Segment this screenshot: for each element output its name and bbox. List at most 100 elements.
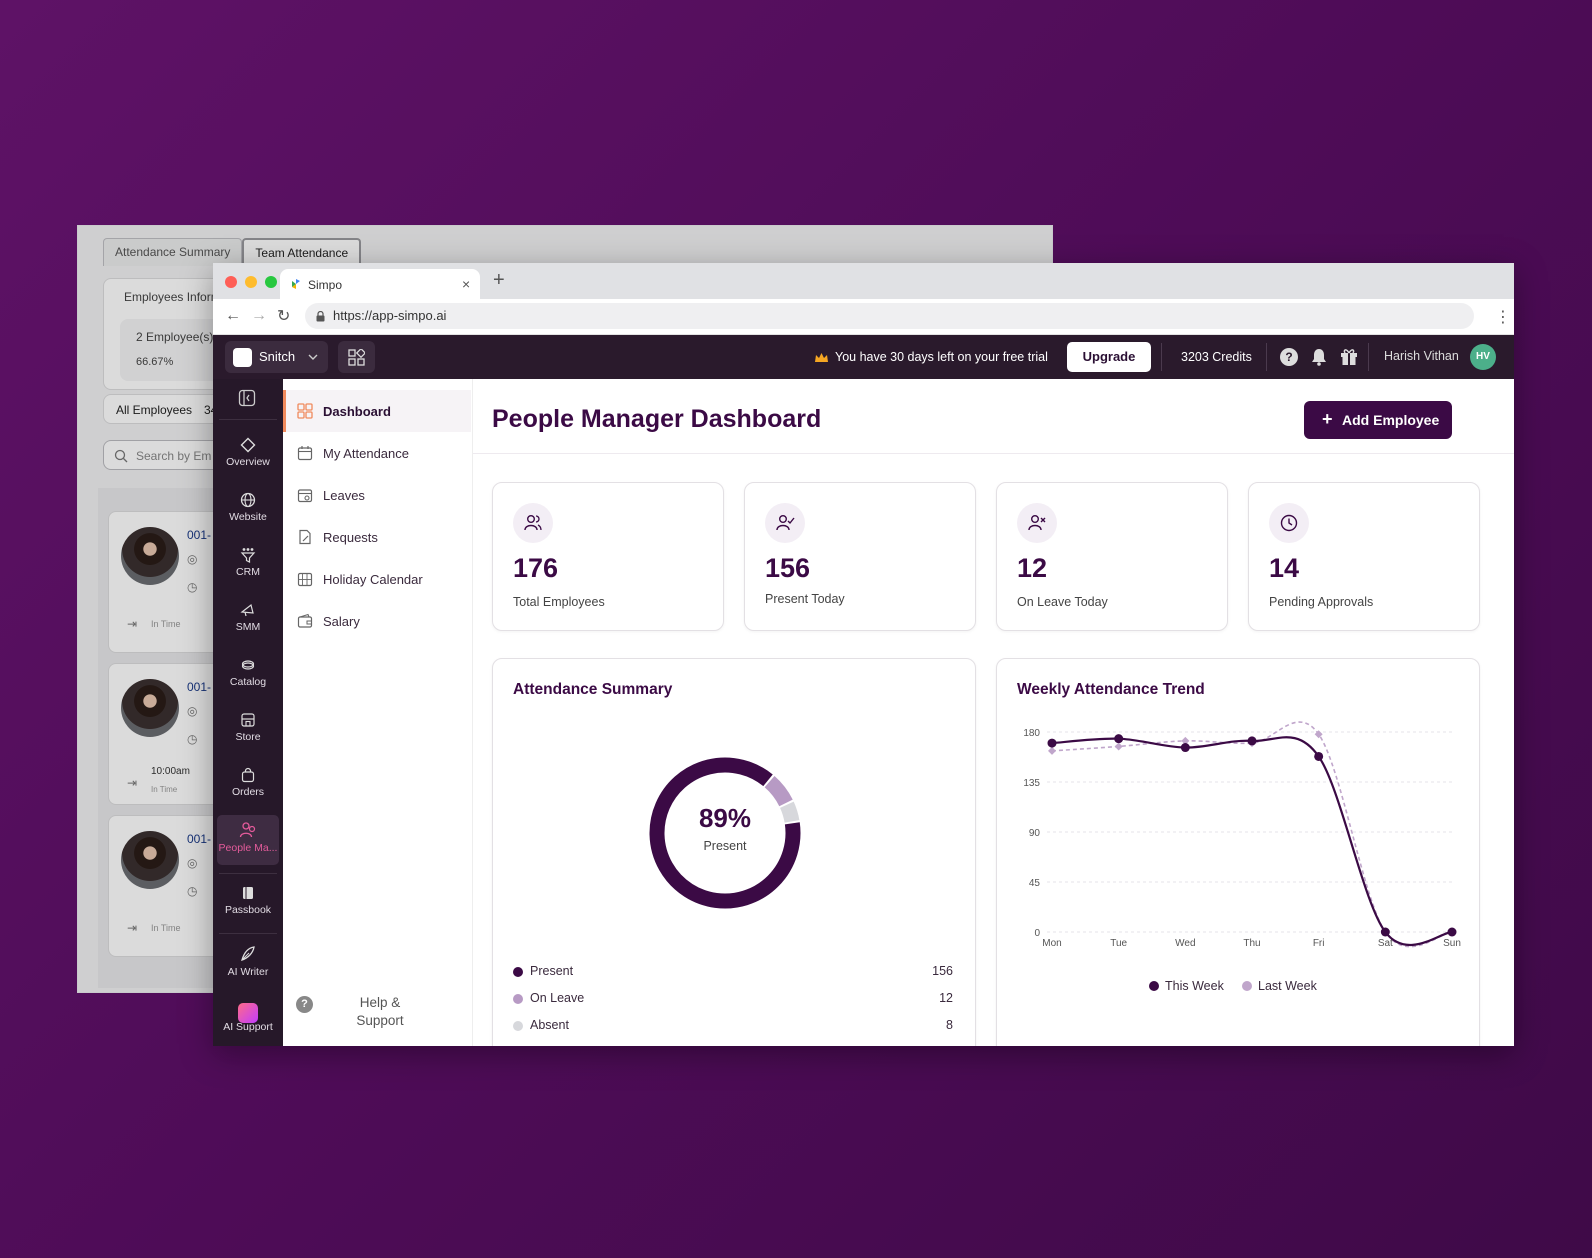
address-bar: ← → ↻ https://app-simpo.ai ⋮ <box>213 299 1514 335</box>
submenu-holiday-calendar[interactable]: Holiday Calendar <box>283 558 471 600</box>
rail-item-people-manager[interactable]: People Ma... <box>217 815 279 865</box>
rail-item-label: Catalog <box>229 676 267 688</box>
wallet-icon <box>297 613 313 628</box>
data-point[interactable] <box>1314 730 1323 739</box>
url-input[interactable]: https://app-simpo.ai <box>305 303 1474 329</box>
legend-value: 156 <box>932 964 953 978</box>
stat-value: 176 <box>513 553 559 583</box>
submenu-leaves[interactable]: Leaves <box>283 474 471 516</box>
rail-item-orders[interactable]: Orders <box>213 767 283 798</box>
business-name: Snitch <box>259 349 296 364</box>
browser-tab[interactable]: Simpo × <box>280 269 480 299</box>
stat-label: On Leave Today <box>1017 595 1108 609</box>
passbook-icon <box>243 887 253 899</box>
user-avatar[interactable]: HV <box>1470 344 1496 370</box>
attendance-donut-chart <box>649 757 801 909</box>
data-point[interactable] <box>1114 742 1123 751</box>
people-submenu: Dashboard My Attendance Leaves Requests … <box>283 379 473 1046</box>
funnel-icon <box>240 548 256 563</box>
apps-grid-button[interactable] <box>338 341 375 373</box>
weekly-trend-title: Weekly Attendance Trend <box>1017 681 1205 698</box>
submenu-dashboard[interactable]: Dashboard <box>283 390 471 432</box>
data-point[interactable] <box>1181 736 1190 745</box>
y-tick-label: 45 <box>1029 878 1041 889</box>
weekly-trend-card: Weekly Attendance Trend 0 45 90 135 180 Mon Tu… <box>996 658 1480 1046</box>
help-support-link[interactable]: Help & Support <box>356 995 404 1028</box>
url-text: https://app-simpo.ai <box>333 308 447 323</box>
x-tick-label: Sun <box>1443 938 1461 949</box>
reload-icon[interactable]: ↻ <box>277 308 291 325</box>
rail-item-crm[interactable]: CRM <box>213 547 283 578</box>
employee-avatar <box>121 831 179 889</box>
rail-item-website[interactable]: Website <box>213 492 283 523</box>
rail-item-smm[interactable]: SMM <box>213 602 283 633</box>
upgrade-button[interactable]: Upgrade <box>1067 342 1151 372</box>
stat-card-present-today: 156 Present Today <box>744 482 976 631</box>
minimize-window-button[interactable] <box>245 276 257 288</box>
submenu-label: Dashboard <box>323 403 391 419</box>
business-selector[interactable]: Snitch <box>225 341 328 373</box>
employee-avatar <box>121 527 179 585</box>
legend-label: Absent <box>530 1018 569 1032</box>
help-icon[interactable]: ? <box>1280 348 1298 366</box>
document-edit-icon <box>299 529 311 545</box>
forward-icon[interactable]: → <box>251 307 267 324</box>
stat-card-total-employees: 176 Total Employees <box>492 482 724 631</box>
stat-value: 12 <box>1017 553 1048 583</box>
stat-card-pending-approvals: 14 Pending Approvals <box>1248 482 1480 631</box>
x-tick-label: Wed <box>1175 938 1195 949</box>
rail-item-passbook[interactable]: Passbook <box>213 885 283 916</box>
divider <box>473 453 1514 454</box>
data-point[interactable] <box>1380 927 1390 937</box>
x-tick-label: Sat <box>1378 938 1393 949</box>
rail-item-ai-support[interactable]: AI Support <box>213 1003 283 1033</box>
app-topbar: Snitch You have 30 days left on your fre… <box>213 335 1514 379</box>
tab-team-attendance[interactable]: Team Attendance <box>242 238 362 266</box>
data-point[interactable] <box>1180 743 1190 753</box>
rail-item-overview[interactable]: Overview <box>213 437 283 468</box>
donut-center-value: 89% <box>698 803 752 833</box>
clock-icon: ◷ <box>187 884 198 898</box>
x-tick-label: Thu <box>1243 938 1260 949</box>
close-tab-icon[interactable]: × <box>462 276 471 292</box>
rail-item-ai-writer[interactable]: AI Writer <box>213 945 283 978</box>
close-window-button[interactable] <box>225 276 237 288</box>
login-icon: ⇥ <box>127 776 138 790</box>
app-rail: Overview Website CRM SMM Catalog Store O… <box>213 379 283 1046</box>
gift-icon[interactable] <box>1340 347 1358 366</box>
legend-this-week: This Week <box>1149 979 1224 993</box>
notification-bell-icon[interactable] <box>1311 347 1327 366</box>
weekly-trend-chart: 0 45 90 135 180 Mon Tue Wed Thu Fri Sat Sun <box>1023 721 1461 949</box>
tab-attendance-summary[interactable]: Attendance Summary <box>103 238 243 266</box>
divider <box>219 419 277 420</box>
donut-center-label: Present <box>703 839 747 853</box>
data-point[interactable] <box>1047 738 1057 748</box>
data-point[interactable] <box>1447 927 1457 937</box>
holiday-calendar-icon <box>297 572 313 587</box>
submenu-label: Salary <box>323 613 360 629</box>
data-point[interactable] <box>1048 746 1056 755</box>
rail-item-label: Passbook <box>224 904 272 916</box>
rail-item-catalog[interactable]: Catalog <box>213 657 283 688</box>
x-tick-label: Mon <box>1042 938 1061 949</box>
collapse-sidebar-icon[interactable] <box>238 389 256 407</box>
rail-item-label: Orders <box>231 786 265 798</box>
data-point[interactable] <box>1314 751 1324 761</box>
new-tab-icon[interactable]: + <box>493 269 505 291</box>
lock-icon <box>316 311 325 322</box>
divider <box>1161 343 1162 371</box>
add-employee-button[interactable]: + Add Employee <box>1304 401 1452 439</box>
maximize-window-button[interactable] <box>265 276 277 288</box>
submenu-requests[interactable]: Requests <box>283 516 471 558</box>
bg-tab-bar: Attendance Summary Team Attendance <box>103 238 362 266</box>
search-icon <box>114 449 128 463</box>
data-point[interactable] <box>1247 736 1257 746</box>
legend-swatch <box>513 994 523 1004</box>
back-icon[interactable]: ← <box>225 307 241 324</box>
browser-menu-icon[interactable]: ⋮ <box>1495 309 1511 326</box>
submenu-salary[interactable]: Salary <box>283 600 471 642</box>
data-point[interactable] <box>1114 734 1124 744</box>
submenu-my-attendance[interactable]: My Attendance <box>283 432 471 474</box>
rail-item-store[interactable]: Store <box>213 712 283 743</box>
user-name[interactable]: Harish Vithan <box>1384 349 1459 363</box>
